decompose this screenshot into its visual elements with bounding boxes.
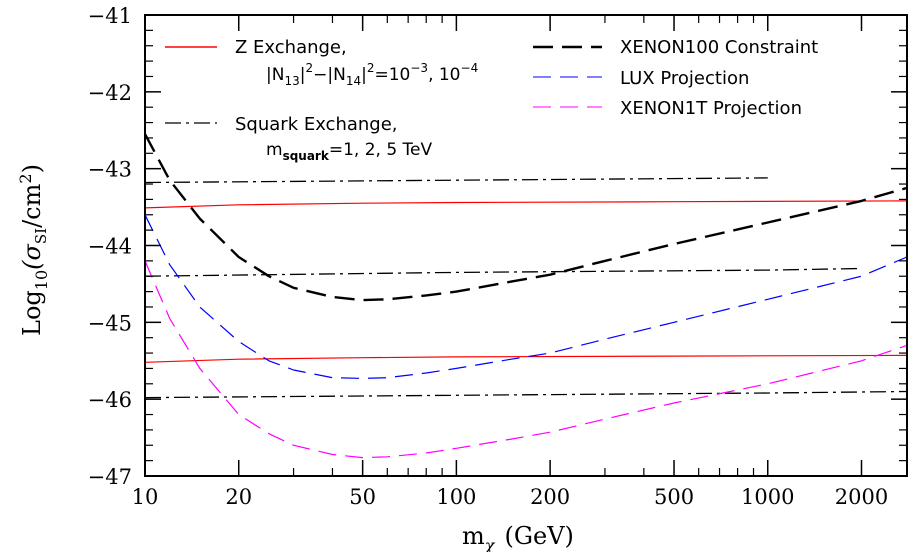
x-tick-label: 100 — [436, 485, 476, 509]
series-line-2 — [144, 177, 768, 184]
legend-label-lux: LUX Projection — [620, 68, 749, 89]
series-line-6 — [144, 214, 908, 379]
axis-ticks — [144, 14, 907, 477]
legend-detail-squark: msquark=1, 2, 5 TeV — [266, 140, 433, 163]
y-axis-title: Log10(σSI/cm2) — [16, 164, 51, 336]
x-tick-label: 2000 — [835, 485, 888, 509]
y-tick-label: −46 — [88, 388, 132, 412]
legend-label-z-exchange: Z Exchange, — [235, 37, 347, 58]
series-line-1 — [144, 354, 908, 363]
series-line-4 — [144, 390, 908, 399]
y-tick-label: −43 — [88, 158, 132, 182]
x-tick-label: 1000 — [741, 485, 794, 509]
legend: Z Exchange, |N13|2−|N14|2=10−3, 10−4 Squ… — [165, 37, 818, 163]
x-tick-label: 500 — [654, 485, 694, 509]
y-tick-label: −47 — [88, 465, 132, 489]
series-line-5 — [143, 133, 908, 302]
tick-labels: 10 20 50 100 200 500 1000 2000 −47 −46 −45 −44 −43 −4… — [88, 4, 889, 509]
x-tick-label: 20 — [225, 485, 252, 509]
x-tick-label: 200 — [530, 485, 570, 509]
series-line-7 — [144, 260, 908, 459]
y-tick-label: −41 — [88, 4, 132, 28]
legend-detail-z-exchange: |N13|2−|N14|2=10−3, 10−4 — [266, 61, 478, 88]
x-tick-label: 10 — [132, 485, 159, 509]
y-tick-label: −44 — [88, 235, 132, 259]
plot-frame — [144, 14, 908, 477]
legend-label-xenon1t: XENON1T Projection — [620, 98, 802, 119]
legend-label-squark: Squark Exchange, — [235, 114, 398, 135]
y-tick-label: −45 — [88, 311, 132, 335]
plot-lines — [143, 133, 908, 459]
legend-label-xenon100: XENON100 Constraint — [620, 37, 818, 58]
x-tick-label: 50 — [349, 485, 376, 509]
x-axis-title: mχ (GeV) — [462, 522, 574, 552]
series-line-0 — [144, 200, 908, 209]
y-tick-label: −42 — [88, 81, 132, 105]
series-line-3 — [144, 267, 862, 277]
